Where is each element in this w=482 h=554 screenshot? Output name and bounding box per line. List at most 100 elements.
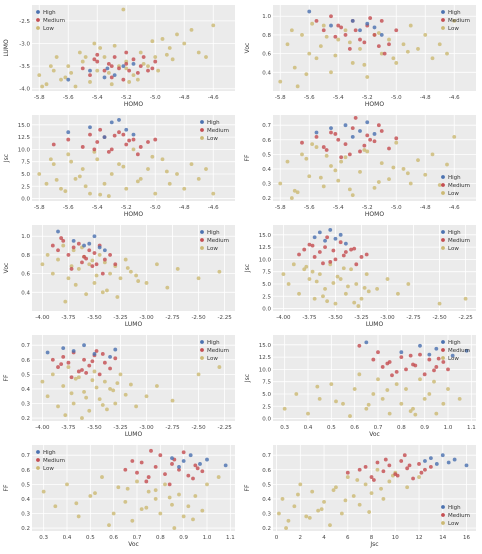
point-low [150,154,155,159]
point-medium [127,138,132,143]
point-low [138,50,143,55]
y-tick-label: 0.6 [262,468,271,474]
point-medium [339,155,344,160]
point-high [188,453,193,458]
point-low [216,475,221,479]
legend-label: Medium [43,458,65,464]
point-low [282,406,287,411]
x-tick-label: -5.8 [275,205,286,211]
point-medium [371,357,376,362]
point-high [117,118,121,122]
point-medium [419,470,424,475]
y-tick-label: 12.5 [259,355,272,361]
point-high [45,350,50,355]
point-medium [193,463,198,468]
legend-label: Low [448,246,459,252]
point-medium [50,357,55,362]
point-low [153,488,158,493]
y-tick-label: 0.4 [262,497,271,503]
legend-marker-medium [441,238,445,242]
point-low [335,274,340,279]
point-medium [97,372,102,377]
point-low [359,296,364,301]
point-high [223,463,228,468]
point-medium [362,143,367,148]
point-medium [372,478,376,482]
point-low [182,41,187,46]
point-low [117,162,121,167]
y-tick-label: 0.3 [21,402,30,408]
point-low [375,467,380,472]
legend-marker-medium [36,18,40,22]
point-low [408,23,413,28]
point-low [304,514,309,519]
point-high [87,241,92,246]
point-medium [359,255,364,259]
point-medium [170,462,174,466]
point-medium [71,245,76,250]
point-low [88,494,93,498]
legend-label: Low [43,26,54,32]
point-low [189,162,194,167]
point-low [345,475,350,479]
point-medium [324,148,329,152]
point-high [464,463,469,468]
point-medium [117,130,121,135]
point-low [69,159,74,164]
x-tick-label: -3.50 [328,315,343,321]
point-low [138,176,143,181]
point-low [307,515,312,520]
point-low [125,486,130,491]
point-medium [108,366,112,371]
point-low [322,499,326,504]
point-low [102,55,107,59]
x-tick-label: 10 [392,535,399,541]
x-tick-label: -2.75 [165,425,180,431]
point-low [61,384,66,388]
point-medium [108,253,112,257]
point-medium [80,368,84,372]
point-medium [372,139,377,144]
point-medium [402,453,407,458]
x-tick-label: 14 [439,535,446,541]
point-low [144,394,149,399]
point-low [61,243,66,248]
point-high [88,68,92,73]
point-low [408,181,413,186]
point-low [387,37,391,42]
y-tick-label: 5.0 [262,282,271,288]
y-tick-label: 0.7 [262,453,271,459]
point-medium [302,247,307,252]
legend-marker-medium [441,18,445,22]
point-medium [92,57,97,62]
y-axis-label: Jsc [244,374,251,383]
point-medium [376,350,380,355]
point-low [385,277,390,281]
legend-label: Medium [448,513,470,519]
point-low [139,507,144,512]
legend-marker-medium [36,458,40,462]
y-tick-label: 0.2 [262,526,271,532]
point-medium [95,59,100,64]
point-medium [418,352,422,357]
point-low [80,167,85,171]
x-tick-label: 0.4 [63,535,72,541]
legend: High Medium Low [200,230,229,252]
point-low [186,504,191,509]
point-low [445,51,449,56]
point-low [196,372,201,377]
plot-area [273,5,476,91]
point-high [56,229,60,234]
point-high [440,453,445,458]
x-tick-label: -5.2 [362,95,373,101]
point-low [446,387,450,391]
point-low [336,37,341,42]
point-low [146,64,150,69]
point-high [105,66,110,71]
point-low [155,262,159,267]
y-tick-label: 12.5 [18,135,31,141]
scatter-panel-lumo-vs-jsc: -4.00 -3.75 -3.50 -3.25 -3.00 -2.75 -2.50 -2.25… [241,220,482,334]
point-medium [394,369,399,374]
point-medium [121,77,126,82]
point-medium [310,243,315,248]
